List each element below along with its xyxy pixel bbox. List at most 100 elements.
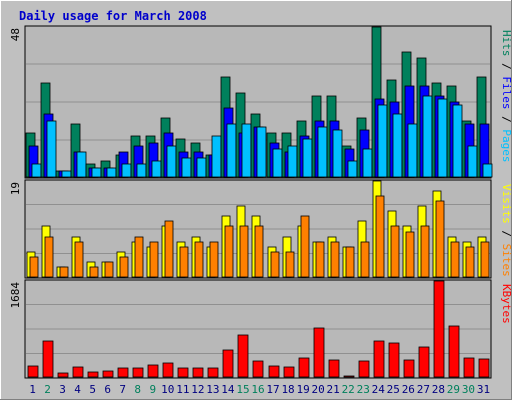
x-tick-label-day-23: 23 <box>357 383 370 396</box>
x-tick-label-day-4: 4 <box>74 383 81 396</box>
bar-kbytes-day-1 <box>27 365 39 378</box>
bar-kbytes-day-20 <box>313 327 325 378</box>
bar-kbytes-day-6 <box>102 370 114 378</box>
label-separator: / <box>500 224 512 244</box>
bar-sites-day-3 <box>59 266 69 278</box>
bar-sites-day-24 <box>375 195 385 278</box>
bar-pages-day-8 <box>136 163 147 178</box>
x-tick-label-day-19: 19 <box>296 383 309 396</box>
bar-pages-day-30 <box>467 145 478 178</box>
bar-kbytes-day-13 <box>207 367 219 378</box>
bar-pages-day-3 <box>61 170 72 178</box>
x-tick-label-day-31: 31 <box>477 383 490 396</box>
bar-kbytes-day-30 <box>463 357 475 378</box>
x-tick-label-day-18: 18 <box>281 383 294 396</box>
bar-pages-day-25 <box>392 113 403 178</box>
bar-sites-day-16 <box>254 225 264 278</box>
label-files: Files <box>500 76 512 109</box>
bar-pages-day-14 <box>226 123 237 178</box>
bar-kbytes-day-24 <box>373 340 385 378</box>
x-tick-label-day-14: 14 <box>221 383 235 396</box>
bar-sites-day-13 <box>209 241 219 278</box>
x-tick-label-day-3: 3 <box>59 383 66 396</box>
bar-pages-day-9 <box>151 160 162 178</box>
bar-sites-day-1 <box>29 256 39 278</box>
bar-pages-day-15 <box>241 123 252 178</box>
bar-pages-day-24 <box>377 104 388 178</box>
x-tick-label-day-20: 20 <box>312 383 325 396</box>
x-tick-label-day-25: 25 <box>387 383 400 396</box>
bar-pages-day-16 <box>256 126 267 178</box>
chart-title: Daily usage for March 2008 <box>19 9 207 23</box>
bar-pages-day-22 <box>347 160 358 178</box>
panel-kbytes: 1684 KBytes <box>9 279 512 379</box>
x-tick-label-day-7: 7 <box>119 383 126 396</box>
bar-pages-day-18 <box>287 145 298 178</box>
x-tick-label-day-30: 30 <box>462 383 475 396</box>
bar-kbytes-day-31 <box>478 358 490 378</box>
label-separator: / <box>500 110 512 130</box>
bar-kbytes-day-3 <box>57 372 69 378</box>
bar-sites-day-19 <box>300 215 310 278</box>
bar-pages-day-4 <box>76 151 87 178</box>
x-tick-label-day-2: 2 <box>44 383 51 396</box>
bar-kbytes-day-16 <box>252 360 264 378</box>
bar-pages-day-1 <box>31 163 42 178</box>
x-tick-label-day-28: 28 <box>432 383 445 396</box>
bar-pages-day-29 <box>452 104 463 178</box>
bars <box>25 26 493 178</box>
bar-kbytes-day-10 <box>162 362 174 378</box>
label-kbytes: KBytes <box>500 284 512 324</box>
panel-visits-sites: 19 Visits / Sites <box>9 179 512 279</box>
bar-sites-day-15 <box>239 225 249 278</box>
bar-sites-day-26 <box>405 231 415 278</box>
bar-sites-day-20 <box>315 241 325 278</box>
bar-kbytes-day-19 <box>298 357 310 378</box>
bar-pages-day-31 <box>482 163 493 178</box>
bar-kbytes-day-7 <box>117 367 129 378</box>
bar-kbytes-day-29 <box>448 325 460 378</box>
x-tick-label-day-21: 21 <box>327 383 340 396</box>
bar-pages-day-12 <box>196 157 207 178</box>
label-separator: / <box>500 57 512 77</box>
x-tick-label-day-8: 8 <box>134 383 141 396</box>
y-max-label: 48 <box>9 28 22 41</box>
bar-kbytes-day-23 <box>358 360 370 378</box>
label-sites: Sites <box>500 244 512 277</box>
bar-sites-day-29 <box>450 241 460 278</box>
bar-sites-day-7 <box>119 256 129 278</box>
bar-sites-day-25 <box>390 225 400 278</box>
bar-sites-day-2 <box>44 236 54 278</box>
bar-kbytes-day-21 <box>328 359 340 378</box>
y-series-label: KBytes <box>500 284 512 324</box>
bar-kbytes-day-8 <box>132 367 144 378</box>
panel-hits-files-pages: 48 Hits / Files / Pages <box>9 25 512 179</box>
bar-sites-day-30 <box>465 246 475 278</box>
bar-kbytes-day-12 <box>192 367 204 378</box>
y-series-label: Hits / Files / Pages <box>500 30 512 163</box>
bar-kbytes-day-15 <box>237 334 249 378</box>
bar-kbytes-day-27 <box>418 346 430 378</box>
bar-sites-day-8 <box>134 236 144 278</box>
bar-sites-day-6 <box>104 261 114 278</box>
label-visits: Visits <box>500 184 512 224</box>
x-tick-label-day-5: 5 <box>89 383 96 396</box>
y-series-label: Visits / Sites <box>500 184 512 277</box>
bar-sites-day-28 <box>435 200 445 278</box>
bar-kbytes-day-14 <box>222 349 234 378</box>
bar-pages-day-6 <box>106 167 117 178</box>
bar-pages-day-11 <box>181 157 192 178</box>
x-tick-label-day-26: 26 <box>402 383 415 396</box>
bar-pages-day-13 <box>211 135 222 178</box>
bar-kbytes-day-18 <box>283 366 295 378</box>
bar-sites-day-14 <box>224 225 234 278</box>
x-tick-label-day-29: 29 <box>447 383 460 396</box>
bar-kbytes-day-22 <box>343 375 355 378</box>
x-tick-label-day-15: 15 <box>236 383 249 396</box>
y-max-label: 19 <box>9 182 22 195</box>
bar-pages-day-5 <box>91 167 102 178</box>
bar-sites-day-27 <box>420 225 430 278</box>
bar-kbytes-day-17 <box>268 365 280 378</box>
bar-pages-day-7 <box>121 163 132 178</box>
